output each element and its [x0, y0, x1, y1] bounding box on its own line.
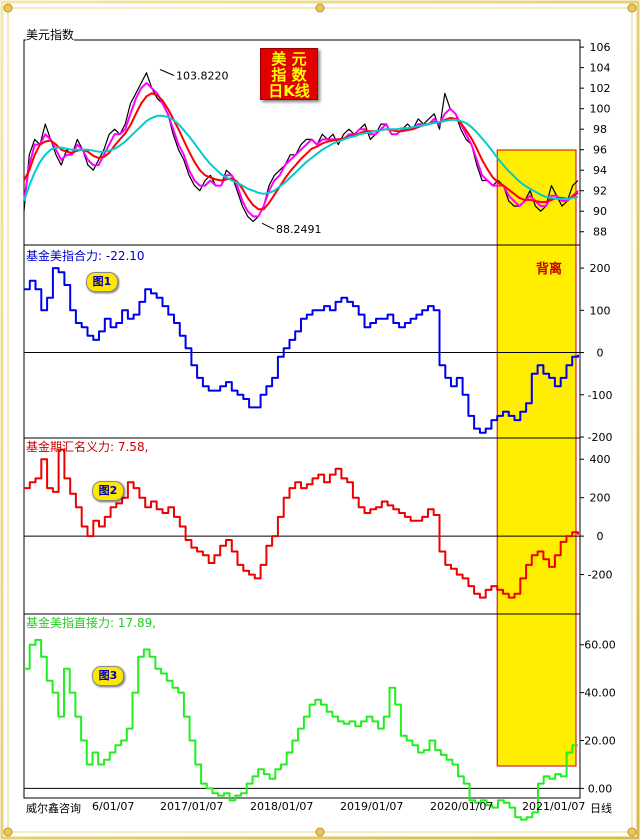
- corner-ornament: [3, 827, 13, 837]
- y-tick-label: 100: [590, 304, 611, 317]
- y-tick-label: -100: [588, 389, 613, 402]
- frame-corners: [3, 3, 637, 837]
- panel3-label: 图3: [92, 666, 124, 686]
- y-tick-label: 102: [590, 82, 611, 95]
- y-tick-label: 200: [590, 492, 611, 505]
- corner-ornament: [627, 3, 637, 13]
- panel3-series-0: [24, 638, 578, 821]
- y-tick-label: -200: [588, 431, 613, 444]
- divergence-label: 背离: [536, 262, 563, 277]
- chart-series: [23, 72, 579, 821]
- zero-lines: [24, 352, 580, 789]
- x-tick-label: 2020/01/07: [430, 800, 494, 813]
- corner-ornament: [627, 827, 637, 837]
- y-tick-label: 104: [590, 62, 611, 75]
- annotation-arrow: [159, 69, 175, 76]
- price-series-3: [23, 114, 579, 202]
- x-tick-label: 2017/01/07: [160, 800, 224, 813]
- x-tick-label: 2018/01/07: [250, 800, 314, 813]
- panel3-title: 基金美指直接力: 17.89,: [26, 616, 157, 630]
- corner-ornament: [315, 827, 325, 837]
- panel2-label: 图2: [92, 481, 124, 501]
- panel-dividers: [24, 244, 580, 615]
- y-tick-label: -200: [588, 569, 613, 582]
- y-tick-label: 96: [593, 144, 607, 157]
- company-label: 威尔鑫咨询: [26, 800, 81, 816]
- title-badge: 美 元 指 数 日K线: [260, 48, 318, 100]
- panel1-label: 图1: [86, 272, 118, 292]
- y-tick-label: 40.00: [584, 687, 616, 700]
- x-tick-label: 2021/01/07: [522, 800, 586, 813]
- panel1-title: 基金美指合力: -22.10: [26, 249, 145, 263]
- panel2-series-0: [24, 448, 579, 599]
- y-tick-label: 0: [597, 530, 604, 543]
- price-annotations: 103.8220 88.2491: [159, 69, 322, 236]
- badge-line-3: 日K线: [268, 82, 310, 100]
- y-tick-label: 94: [593, 164, 607, 177]
- annotation-high: 103.8220: [176, 69, 229, 82]
- y-tick-label: 92: [593, 185, 607, 198]
- y-tick-label: 90: [593, 205, 607, 218]
- y-tick-label: 20.00: [584, 735, 616, 748]
- annotation-low: 88.2491: [276, 223, 322, 236]
- chart-title: 美元指数: [26, 28, 75, 42]
- y-tick-label: 200: [590, 262, 611, 275]
- corner-ornament: [315, 3, 325, 13]
- y-tick-label: 60.00: [584, 639, 616, 652]
- x-tick-label: 2019/01/07: [340, 800, 404, 813]
- y-tick-label: 400: [590, 453, 611, 466]
- price-series-1: [23, 82, 579, 218]
- x-tick-label: 6/01/07: [92, 800, 135, 813]
- badge-line-1: 美 元: [271, 50, 307, 68]
- y-tick-labels: 88 90 92 94 96 98 100 102 104 106 200 100 0 -100 -200 4…: [580, 41, 616, 795]
- panel2-title: 基金期汇名义力: 7.58,: [26, 440, 149, 454]
- divergence-highlight: [496, 149, 577, 767]
- period-label: 日线: [590, 802, 612, 815]
- price-series-0: [23, 72, 579, 223]
- y-tick-label: 106: [590, 41, 611, 54]
- y-tick-label: 0: [597, 347, 604, 360]
- y-tick-label: 98: [593, 123, 607, 136]
- price-series-2: [23, 92, 579, 211]
- corner-ornament: [3, 3, 13, 13]
- y-tick-label: 0.00: [588, 782, 613, 795]
- badge-line-2: 指 数: [271, 66, 307, 84]
- panel1-series-0: [24, 267, 579, 434]
- y-tick-label: 88: [593, 226, 607, 239]
- annotation-arrow: [261, 222, 275, 230]
- y-tick-label: 100: [590, 103, 611, 116]
